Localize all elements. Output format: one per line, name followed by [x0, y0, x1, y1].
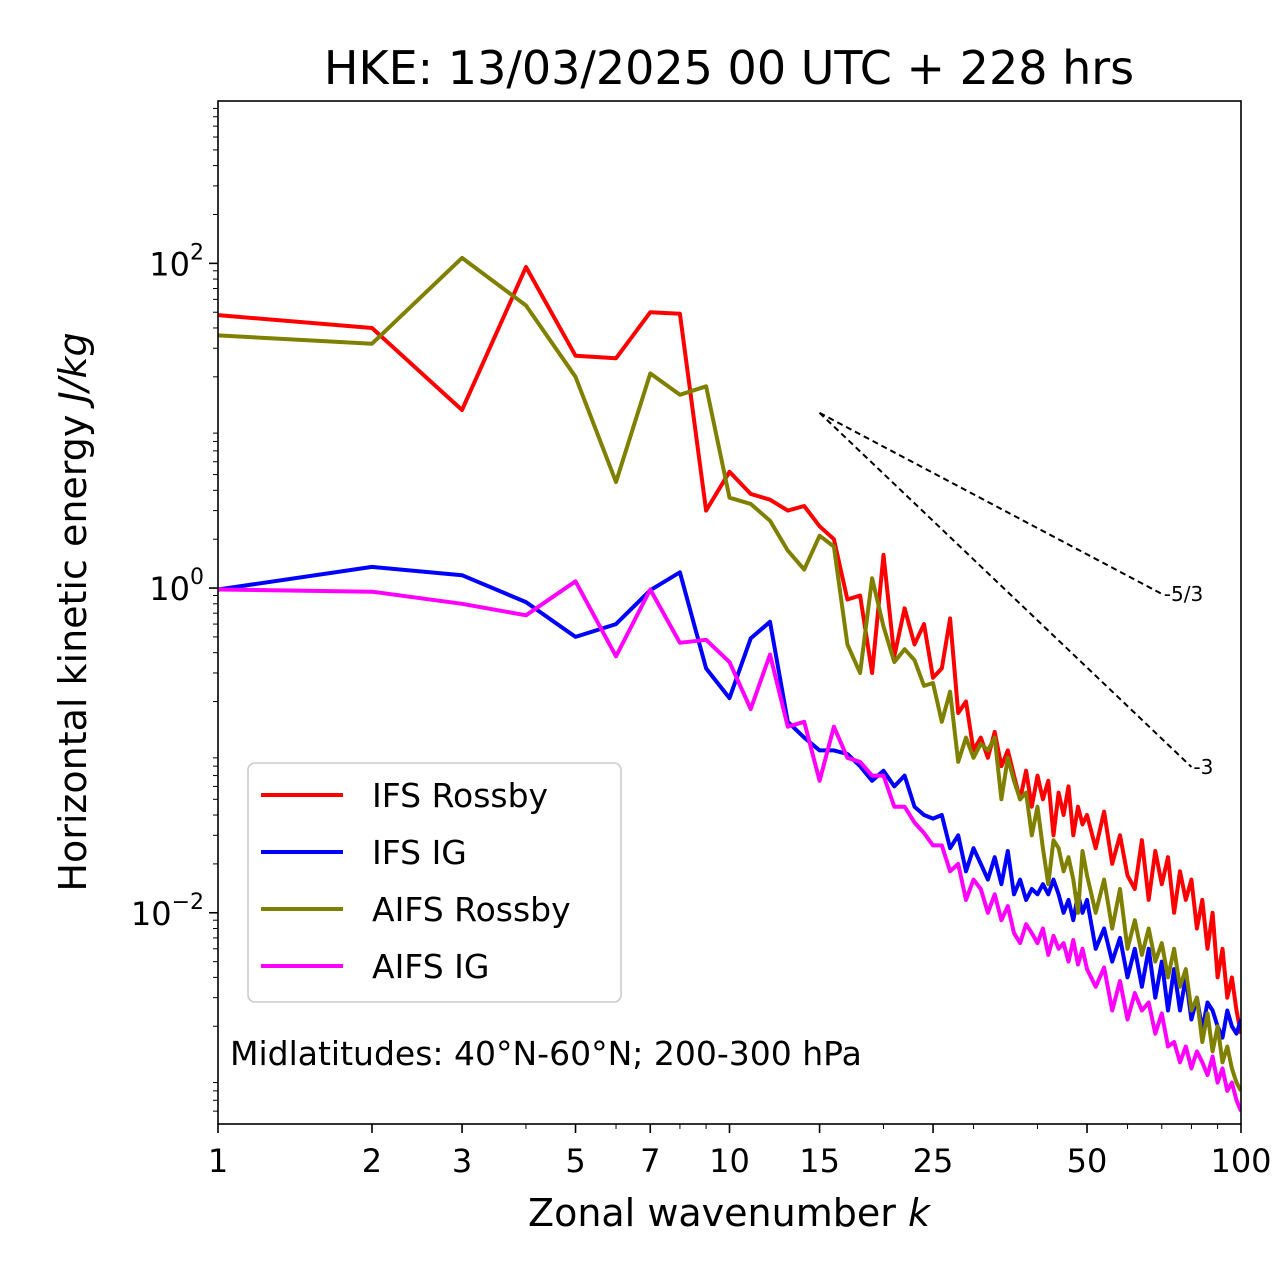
slope-label: -3	[1193, 755, 1213, 779]
x-tick-label: 3	[452, 1142, 472, 1180]
x-tick-label: 7	[640, 1142, 660, 1180]
plot-frame	[217, 100, 1242, 1125]
x-tick-label: 1	[208, 1142, 228, 1180]
chart-title: HKE: 13/03/2025 00 UTC + 228 hrs	[324, 41, 1134, 95]
series-line-aifs-rossby	[218, 255, 1241, 1092]
y-tick-label: 10−2	[131, 890, 204, 933]
x-tick-label: 2	[362, 1142, 382, 1180]
x-tick-label: 5	[565, 1142, 585, 1180]
x-axis-label-text: Zonal wavenumber	[528, 1191, 896, 1235]
x-tick-label: 25	[913, 1142, 954, 1180]
x-axis-label: Zonal wavenumber k	[528, 1191, 932, 1235]
series-lines	[218, 255, 1241, 1112]
region-annotation: Midlatitudes: 40°N-60°N; 200-300 hPa	[230, 1034, 862, 1073]
y-tick-label: 102	[149, 240, 204, 283]
legend: IFS Rossby IFS IG AIFS Rossby AIFS IG	[247, 762, 622, 1003]
axis-ticks: 1 2 3 5 7 10 15 25 50 100 102 100 10−2	[131, 107, 1272, 1180]
slope-line	[819, 411, 1163, 595]
legend-label: IFS Rossby	[372, 776, 548, 815]
legend-label: IFS IG	[372, 833, 467, 872]
x-tick-label: 10	[709, 1142, 750, 1180]
legend-label: AIFS IG	[372, 947, 489, 986]
legend-box	[247, 762, 622, 1003]
x-tick-label: 15	[799, 1142, 840, 1180]
legend-label: AIFS Rossby	[372, 890, 571, 929]
x-tick-label: 100	[1210, 1142, 1271, 1180]
x-axis-label-symbol: k	[908, 1191, 932, 1235]
slope-label: -5/3	[1164, 582, 1203, 606]
series-line-aifs-ig	[218, 579, 1241, 1112]
x-tick-label: 50	[1067, 1142, 1108, 1180]
y-axis-label-unit: J/kg	[51, 332, 95, 409]
series-line-ifs-rossby	[218, 265, 1241, 1035]
y-tick-label: 100	[149, 565, 204, 608]
y-axis-label-text: Horizontal kinetic energy	[51, 415, 95, 892]
reference-slopes: -5/3 -3	[818, 411, 1213, 779]
y-axis-label: Horizontal kinetic energy J/kg	[51, 332, 95, 891]
slope-line	[818, 412, 1193, 768]
